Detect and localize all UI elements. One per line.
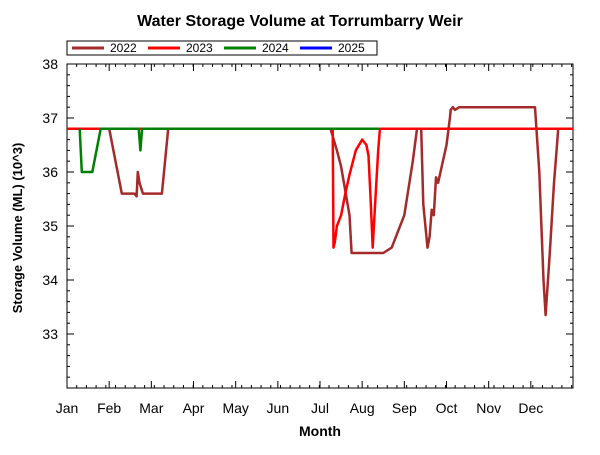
- x-tick-label: Apr: [183, 400, 205, 416]
- x-tick-label: Aug: [350, 400, 375, 416]
- x-tick-label: Jan: [56, 400, 79, 416]
- x-tick-label: Mar: [139, 400, 163, 416]
- legend-label-2023: 2023: [186, 41, 213, 55]
- y-tick-label: 33: [42, 326, 58, 342]
- y-tick-label: 37: [42, 110, 58, 126]
- x-tick-label: Feb: [97, 400, 121, 416]
- x-axis: Jan Feb Mar Apr May Jun Jul Aug Sep Oct Nov Dec: [56, 64, 573, 416]
- y-tick-label: 34: [42, 272, 58, 288]
- x-tick-label: Nov: [476, 400, 501, 416]
- x-tick-label: Sep: [392, 400, 417, 416]
- x-tick-label: Oct: [436, 400, 458, 416]
- x-tick-label: Dec: [518, 400, 543, 416]
- legend-label-2024: 2024: [262, 41, 289, 55]
- plot-area: [66, 63, 574, 389]
- series-line-2023: [67, 127, 573, 249]
- legend-label-2022: 2022: [110, 41, 137, 55]
- series-lines: [67, 105, 573, 317]
- y-tick-label: 38: [42, 56, 58, 72]
- series-line-2022: [67, 105, 573, 317]
- series-line-2024: [78, 127, 379, 174]
- y-axis: 33 34 35 36 37 38: [42, 56, 573, 389]
- y-tick-label: 36: [42, 164, 58, 180]
- legend-label-2025: 2025: [338, 41, 365, 55]
- y-tick-label: 35: [42, 218, 58, 234]
- x-axis-label: Month: [299, 423, 341, 439]
- x-tick-label: May: [222, 400, 248, 416]
- chart-title: Water Storage Volume at Torrumbarry Weir: [137, 13, 463, 30]
- legend: 2022 2023 2024 2025: [66, 40, 378, 56]
- y-axis-label: Storage Volume (ML) (10^3): [10, 143, 25, 314]
- x-tick-label: Jul: [311, 400, 329, 416]
- legend-box: [66, 40, 378, 56]
- x-tick-label: Jun: [267, 400, 290, 416]
